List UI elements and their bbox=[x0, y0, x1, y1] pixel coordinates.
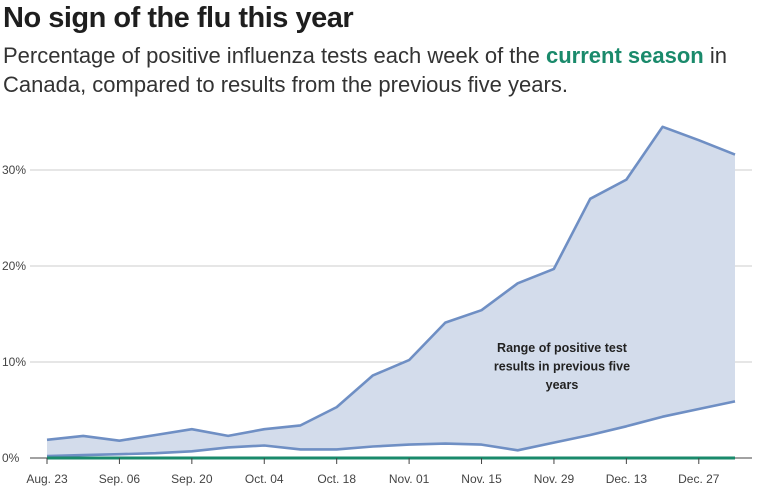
x-tick-label: Dec. 27 bbox=[678, 472, 720, 486]
range-annotation-line: results in previous five bbox=[494, 360, 630, 374]
y-tick-label: 0% bbox=[2, 451, 20, 465]
subtitle-text: Percentage of positive influenza tests e… bbox=[3, 43, 546, 68]
x-tick-label: Aug. 23 bbox=[26, 472, 68, 486]
x-tick-label: Nov. 01 bbox=[389, 472, 430, 486]
chart-subtitle: Percentage of positive influenza tests e… bbox=[3, 41, 760, 99]
y-tick-label: 10% bbox=[2, 355, 26, 369]
subtitle-highlight: current season bbox=[546, 43, 704, 68]
y-tick-label: 20% bbox=[2, 259, 26, 273]
x-tick-label: Nov. 15 bbox=[461, 472, 502, 486]
subtitle-text-end: in Canada, compared to results from the … bbox=[3, 43, 727, 97]
range-min-line bbox=[46, 400, 736, 458]
x-tick-label: Oct. 18 bbox=[317, 472, 356, 486]
range-max-line bbox=[46, 125, 736, 443]
y-tick-label: 30% bbox=[2, 163, 26, 177]
x-tick-label: Sep. 06 bbox=[99, 472, 141, 486]
range-annotation-line: years bbox=[546, 378, 579, 392]
chart-title: No sign of the flu this year bbox=[3, 2, 354, 34]
x-tick-label: Nov. 29 bbox=[534, 472, 575, 486]
x-tick-label: Sep. 20 bbox=[171, 472, 213, 486]
range-annotation-line: Range of positive test bbox=[497, 341, 628, 355]
x-tick-label: Dec. 13 bbox=[606, 472, 648, 486]
range-area bbox=[47, 126, 735, 457]
x-tick-label: Oct. 04 bbox=[245, 472, 284, 486]
